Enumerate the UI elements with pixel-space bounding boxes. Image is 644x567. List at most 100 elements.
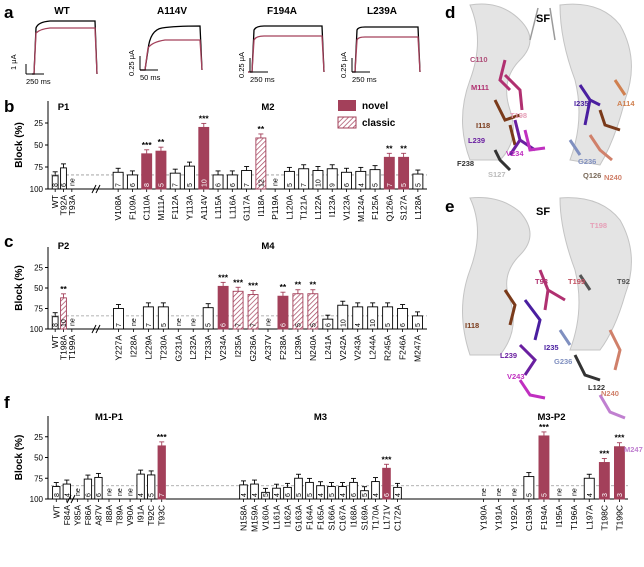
n-label: 3 [602, 493, 609, 497]
scale-time: 250 ms [26, 77, 51, 86]
category-label: V160A [261, 505, 271, 531]
not-expressed-label: ne [131, 318, 138, 326]
n-label: 10 [340, 319, 347, 327]
n-label: 7 [244, 183, 251, 187]
bar [157, 445, 166, 500]
category-label: C110A [142, 195, 152, 221]
n-label: 5 [187, 183, 194, 187]
n-label: 5 [307, 493, 314, 497]
trace-panel-a114v: A114V 0.25 μA 50 ms [127, 6, 203, 82]
y-axis-label: Block (%) [14, 435, 25, 481]
category-label: S166A [327, 505, 337, 531]
n-label: 6 [221, 323, 228, 327]
category-label: Y85A [72, 505, 82, 526]
n-label: 5 [287, 183, 294, 187]
not-expressed-label: ne [75, 488, 82, 496]
segment-label: M1-P1 [95, 412, 124, 423]
n-label: 6 [85, 493, 92, 497]
n-label: 7 [116, 323, 123, 327]
not-expressed-label: ne [107, 488, 114, 496]
residue-label: L239 [468, 136, 485, 145]
residue-label: L239 [500, 351, 517, 360]
y-axis-label: Block (%) [14, 122, 25, 168]
n-label: 5 [295, 323, 302, 327]
n-label: 6 [351, 493, 358, 497]
category-label: L171V [382, 505, 392, 530]
scale-current: 0.25 μA [339, 52, 348, 78]
not-expressed-label: ne [273, 178, 280, 186]
n-label: 5 [385, 323, 392, 327]
not-expressed-label: ne [191, 318, 198, 326]
n-label: 7 [159, 493, 166, 497]
category-label: T170A [371, 505, 381, 530]
significance-label: *** [142, 140, 153, 150]
category-label: V243A [353, 335, 363, 361]
category-label: L232A [188, 335, 198, 360]
n-label: 12 [258, 179, 265, 187]
n-label: 6 [130, 183, 137, 187]
category-label: T199A [67, 335, 77, 360]
category-label: L120A [284, 195, 294, 220]
n-label: 4 [252, 493, 259, 497]
n-label: 8 [53, 183, 60, 187]
category-label: G231A [173, 335, 183, 362]
category-label: F165A [316, 505, 326, 530]
category-label: C172A [393, 505, 403, 531]
residue-label: M111 [471, 83, 489, 92]
n-label: 7 [301, 183, 308, 187]
category-label: S169A [360, 505, 370, 531]
n-label: 5 [296, 493, 303, 497]
category-label: V242A [338, 335, 348, 361]
scale-current: 0.25 μA [237, 52, 246, 78]
n-label: 6 [216, 183, 223, 187]
y-tick-label: 25 [34, 264, 43, 273]
category-label: Y192A [509, 505, 519, 531]
axis-break [91, 184, 97, 194]
residue-label: C110 [470, 55, 488, 64]
n-label: 4 [340, 493, 347, 497]
legend-label-classic: classic [362, 118, 396, 129]
significance-label: ** [60, 284, 67, 294]
residue-label: I235 [574, 99, 589, 108]
category-label: L197A [584, 505, 594, 530]
n-label: 5 [263, 493, 270, 497]
legend-swatch-classic [337, 116, 357, 129]
trace-panel-wt: WT 1 μA 250 ms [9, 6, 98, 86]
category-label: G236A [248, 335, 258, 362]
category-label: F109A [127, 195, 137, 220]
residue-label: N240 [601, 389, 619, 398]
not-expressed-label: ne [572, 488, 579, 496]
n-label: 4 [138, 493, 145, 497]
n-label: 7 [173, 183, 180, 187]
category-label: N240A [308, 335, 318, 361]
y-tick-label: 75 [34, 474, 43, 483]
category-label: F238A [278, 335, 288, 360]
residue-label: T198 [590, 221, 607, 230]
residue-label: A114 [617, 99, 635, 108]
not-expressed-label: ne [511, 488, 518, 496]
residue-label: G236 [578, 157, 596, 166]
significance-label: ** [258, 124, 265, 134]
panel-label-d: d [445, 3, 455, 22]
n-label: 9 [330, 183, 337, 187]
scale-time: 50 ms [140, 73, 161, 82]
n-label: 6 [325, 323, 332, 327]
y-tick-label: 50 [34, 284, 43, 293]
significance-label: ** [158, 137, 165, 147]
n-label: 8 [144, 183, 151, 187]
n-label: 4 [318, 493, 325, 497]
category-label: T89A [115, 505, 125, 526]
category-label: L115A [213, 195, 223, 219]
segment-label: P2 [58, 241, 70, 252]
n-label: 5 [158, 183, 165, 187]
n-label: 4 [274, 493, 281, 497]
not-expressed-label: ne [496, 488, 503, 496]
n-label: 5 [526, 493, 533, 497]
not-expressed-label: ne [117, 488, 124, 496]
bar [614, 446, 625, 500]
residue-label: T199 [568, 277, 585, 286]
category-label: T230A [158, 335, 168, 360]
y-tick-label: 100 [30, 185, 44, 194]
